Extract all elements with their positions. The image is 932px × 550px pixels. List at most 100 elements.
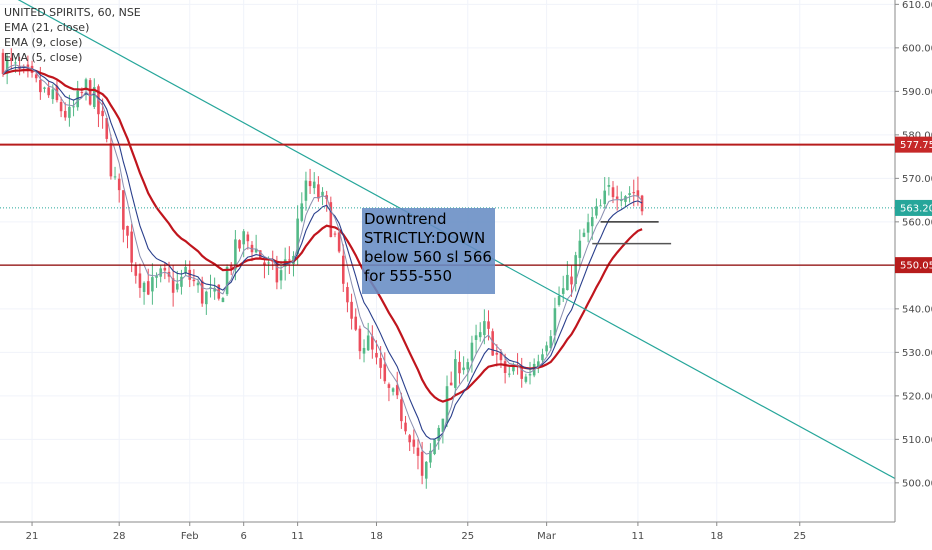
legend-symbol[interactable]: UNITED SPIRITS, 60, NSE (4, 6, 141, 19)
candle-body (499, 351, 503, 361)
candle-body (487, 321, 490, 329)
candle-body (180, 276, 183, 287)
x-tick-label: 18 (710, 531, 723, 542)
candle-body (258, 250, 262, 259)
candle-body (607, 185, 611, 187)
candle-body (209, 287, 212, 289)
candle-body (275, 262, 279, 283)
candle-body (636, 190, 640, 197)
y-tick-label: 580.00 (902, 130, 932, 141)
time-axis[interactable]: 21 28 Feb 6 11 18 25 Mar 11 18 25 (0, 521, 895, 542)
candle-body (14, 62, 17, 64)
candle-body (188, 269, 192, 280)
candle-body (483, 321, 486, 336)
candle-body (350, 301, 353, 319)
candle-body (229, 265, 233, 269)
candle-body (5, 58, 9, 74)
candle-body (155, 275, 158, 278)
candle-body (308, 181, 312, 187)
candle-body (337, 232, 341, 252)
candle-body (163, 267, 167, 271)
candle-body (524, 376, 528, 382)
candle-body (437, 427, 441, 441)
text-annotation[interactable]: Downtrend STRICTLY:DOWN below 560 sl 566… (362, 208, 495, 294)
candle-body (379, 358, 382, 368)
candle-body (134, 265, 138, 276)
candle-body (317, 184, 320, 199)
x-tick-label: 18 (370, 531, 383, 542)
annotation-line-2: STRICTLY:DOWN (364, 229, 486, 247)
candle-body (366, 335, 370, 351)
candle-body (528, 374, 532, 376)
candle-body (93, 87, 96, 107)
candle-body (441, 418, 445, 432)
candle-body (570, 276, 573, 285)
candle-body (113, 176, 117, 178)
candle-body (130, 231, 133, 263)
candle-body (68, 106, 71, 118)
candle-body (184, 266, 187, 273)
legend-ema9[interactable]: EMA (9, close) (4, 36, 83, 49)
candle-body (391, 388, 395, 392)
candle-body (142, 282, 146, 292)
x-tick-label: 21 (26, 531, 39, 542)
candle-body (454, 359, 457, 388)
candle-body (225, 266, 229, 295)
candle-body (288, 259, 291, 261)
candle-body (126, 225, 129, 236)
y-tick-label: 520.00 (902, 391, 932, 402)
candle-body (329, 202, 333, 238)
candle-body (72, 106, 75, 108)
x-tick-label: Feb (181, 531, 199, 542)
candle-body (296, 218, 299, 254)
y-tick-label: 600.00 (902, 43, 932, 54)
price-label-last: 563.20 (900, 203, 932, 214)
candle-body (590, 217, 594, 227)
candle-body (88, 80, 92, 105)
x-tick-label: Mar (537, 531, 557, 542)
candle-body (171, 278, 175, 293)
y-tick-label: 570.00 (902, 174, 932, 185)
legend: UNITED SPIRITS, 60, NSE EMA (21, close) … (4, 5, 141, 65)
candle-body (362, 347, 366, 354)
candle-body (109, 143, 113, 177)
candle-body (615, 196, 619, 199)
candle-body (549, 336, 553, 348)
y-tick-label: 540.00 (902, 304, 932, 315)
candle-body (445, 386, 449, 423)
ema-lines (2, 64, 643, 455)
candle-body (176, 283, 179, 290)
candle-body (76, 90, 79, 108)
candle-body (34, 74, 38, 79)
candle-body (159, 268, 162, 277)
candle-body (39, 79, 42, 93)
candle-body (537, 361, 540, 368)
legend-ema21[interactable]: EMA (21, close) (4, 21, 90, 34)
candle-body (628, 193, 631, 195)
candle-body (632, 192, 636, 194)
candle-body (582, 232, 586, 237)
candle-body (151, 277, 154, 292)
candle-body (254, 248, 258, 253)
candle-body (478, 332, 482, 338)
x-tick-label: 6 (240, 531, 246, 542)
candle-body (566, 274, 569, 291)
candle-body (221, 298, 225, 303)
candle-body (146, 281, 150, 295)
candle-body (603, 190, 607, 205)
candle-body (578, 240, 582, 258)
candle-body (495, 352, 499, 355)
candle-body (408, 435, 411, 443)
y-tick-label: 560.00 (902, 217, 932, 228)
price-label-box-resistance (895, 136, 932, 153)
annotation-line-1: Downtrend (364, 210, 447, 228)
candles (1, 48, 644, 489)
legend-ema5[interactable]: EMA (5, close) (4, 51, 83, 64)
candle-body (586, 222, 590, 233)
candle-body (387, 384, 391, 388)
candle-body (412, 439, 416, 447)
candle-body (420, 451, 424, 476)
candle-body (242, 231, 245, 245)
candle-body (101, 110, 104, 117)
